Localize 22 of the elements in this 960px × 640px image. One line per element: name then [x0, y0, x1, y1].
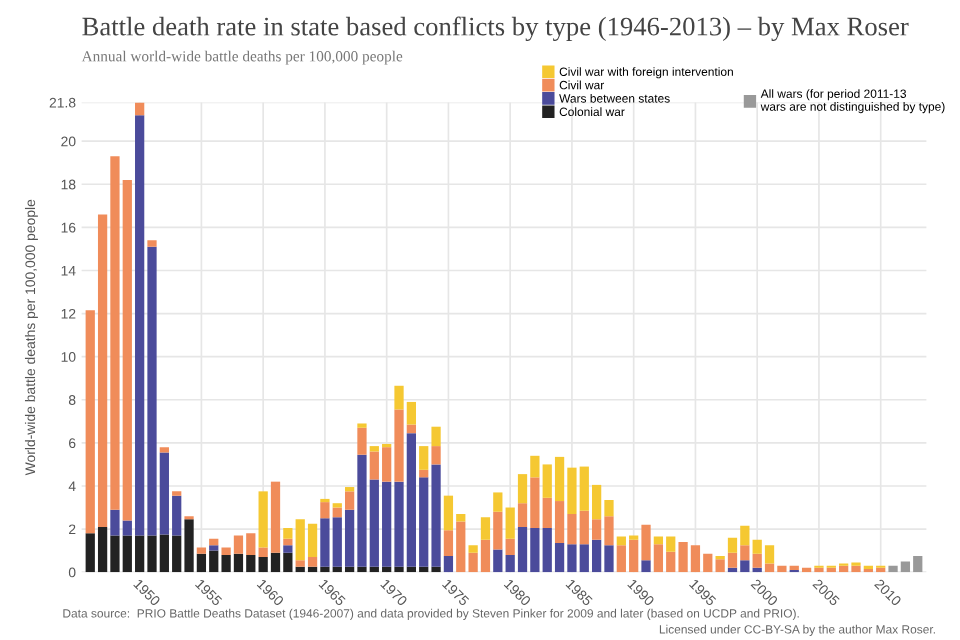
bar: [431, 446, 441, 465]
bar: [159, 447, 169, 453]
chart-title: Battle death rate in state based conflicts by type (1946-2013) – by Max Roser: [82, 16, 909, 42]
bar: [209, 545, 219, 551]
bar: [493, 492, 503, 512]
bar: [641, 560, 651, 573]
bar: [468, 545, 478, 553]
bar: [505, 538, 515, 555]
bar: [135, 102, 145, 116]
bar: [419, 469, 429, 478]
bar: [752, 567, 762, 573]
bar: [147, 240, 157, 247]
bar: [209, 538, 219, 546]
bar: [480, 517, 491, 540]
bar: [493, 549, 503, 573]
bar: [258, 491, 268, 548]
bar: [196, 547, 207, 554]
bar: [431, 426, 441, 447]
bar: [419, 446, 429, 470]
bar: [505, 507, 515, 539]
bar: [283, 527, 293, 539]
bar: [283, 545, 293, 553]
